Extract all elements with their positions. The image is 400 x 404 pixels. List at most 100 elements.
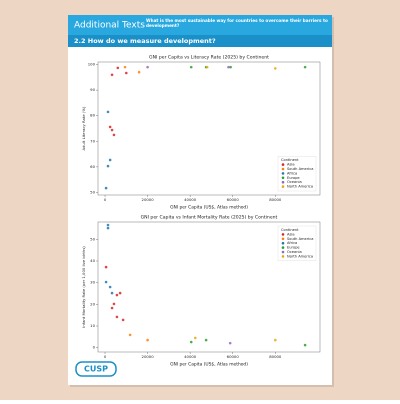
legend-label: South America	[287, 237, 313, 241]
plot-frame	[97, 221, 321, 353]
y-tick-label: 50	[90, 189, 95, 194]
data-point	[123, 65, 127, 69]
y-tick-label: 50	[90, 236, 95, 241]
legend-marker	[281, 241, 285, 245]
data-point	[106, 223, 110, 227]
legend-label: Oceania	[287, 250, 302, 254]
legend-label: North America	[287, 185, 313, 189]
x-tick-label: 60000	[227, 197, 240, 202]
chart-title: GNI per Capita vs Infant Mortality Rate …	[141, 215, 278, 221]
data-point	[110, 306, 114, 310]
data-point	[189, 340, 193, 344]
legend-box	[277, 225, 317, 261]
data-point	[205, 65, 209, 69]
legend-label: Africa	[287, 241, 297, 245]
data-point	[227, 65, 230, 69]
data-point	[106, 164, 110, 168]
legend-label: Africa	[287, 171, 297, 175]
y-tick-label: 30	[90, 280, 95, 285]
data-point	[137, 70, 141, 74]
y-axis-label: Infant Mortality Rate (per 1,000 live bi…	[81, 246, 86, 328]
x-axis-label: GNI per Capita (US$, Atlas method)	[170, 205, 248, 211]
data-point	[303, 343, 307, 347]
x-tick-label: 40000	[184, 197, 197, 202]
legend-label: Asia	[287, 232, 295, 236]
legend-marker	[281, 233, 285, 236]
y-tick-label: 0	[93, 345, 96, 350]
legend-marker	[281, 180, 285, 184]
legend-marker	[281, 255, 285, 258]
legend-marker	[281, 246, 285, 249]
legend-marker	[281, 167, 285, 171]
section-title: 2.2 How do we measure development?	[74, 37, 216, 45]
data-point	[104, 186, 108, 190]
data-point	[118, 291, 122, 295]
legend-title: Continent	[281, 228, 299, 232]
y-axis-label: Adult Literacy Rate (%)	[81, 106, 86, 151]
y-tick-label: 60	[90, 164, 95, 169]
data-point	[106, 226, 110, 230]
x-tick-label: 0	[104, 354, 107, 359]
y-tick-label: 100	[88, 62, 96, 67]
data-point	[112, 133, 116, 137]
legend-marker	[281, 237, 285, 241]
y-tick-label: 40	[90, 258, 95, 263]
x-tick-label: 0	[104, 197, 107, 202]
data-point	[189, 65, 193, 69]
legend-label: Europe	[287, 176, 300, 180]
data-point	[110, 73, 114, 77]
data-point	[112, 302, 116, 306]
header-title: Additional Texts	[74, 21, 145, 31]
legend-label: Europe	[287, 246, 300, 250]
legend-title: Continent	[281, 158, 299, 162]
data-point	[274, 67, 277, 70]
plot-frame	[97, 61, 321, 196]
data-point	[115, 315, 119, 319]
data-point	[193, 336, 197, 340]
data-point	[146, 338, 149, 342]
legend-label: Asia	[287, 163, 295, 167]
chart-title: GNI per Capita vs Literacy Rate (2025) b…	[149, 55, 269, 61]
data-point	[128, 333, 132, 337]
data-point	[104, 265, 108, 269]
legend-marker	[281, 172, 285, 175]
logo: CUSP	[84, 365, 108, 374]
data-point	[146, 65, 149, 69]
data-point	[125, 71, 128, 75]
data-point	[229, 65, 232, 69]
data-point	[115, 293, 119, 297]
data-point	[121, 318, 125, 322]
data-point	[106, 110, 110, 114]
header-question: What is the most sustainable way for cou…	[146, 18, 328, 28]
y-tick-label: 80	[90, 113, 95, 118]
header-question-box: What is the most sustainable way for cou…	[146, 18, 328, 28]
legend-label: North America	[287, 254, 313, 258]
data-point	[108, 125, 112, 129]
data-point	[110, 291, 114, 295]
data-point	[303, 65, 307, 69]
legend-label: Oceania	[287, 180, 302, 184]
logo-frame	[75, 361, 117, 377]
data-point	[204, 338, 208, 342]
legend-marker	[281, 176, 285, 180]
section-band	[68, 35, 332, 47]
x-tick-label: 40000	[184, 354, 197, 359]
data-point	[104, 280, 108, 284]
x-tick-label: 60000	[227, 354, 240, 359]
legend-box	[277, 156, 317, 192]
x-tick-label: 20000	[142, 354, 155, 359]
legend-marker	[281, 185, 285, 188]
y-tick-label: 20	[90, 301, 95, 306]
data-point	[108, 285, 112, 289]
y-tick-label: 90	[90, 87, 95, 92]
data-point	[274, 338, 277, 342]
data-point	[116, 66, 120, 70]
legend-marker	[281, 163, 285, 166]
data-point	[110, 128, 114, 132]
data-point	[108, 158, 112, 162]
y-tick-label: 10	[90, 323, 95, 328]
legend-label: South America	[287, 167, 313, 171]
header-band	[68, 15, 332, 35]
legend-marker	[281, 250, 285, 254]
